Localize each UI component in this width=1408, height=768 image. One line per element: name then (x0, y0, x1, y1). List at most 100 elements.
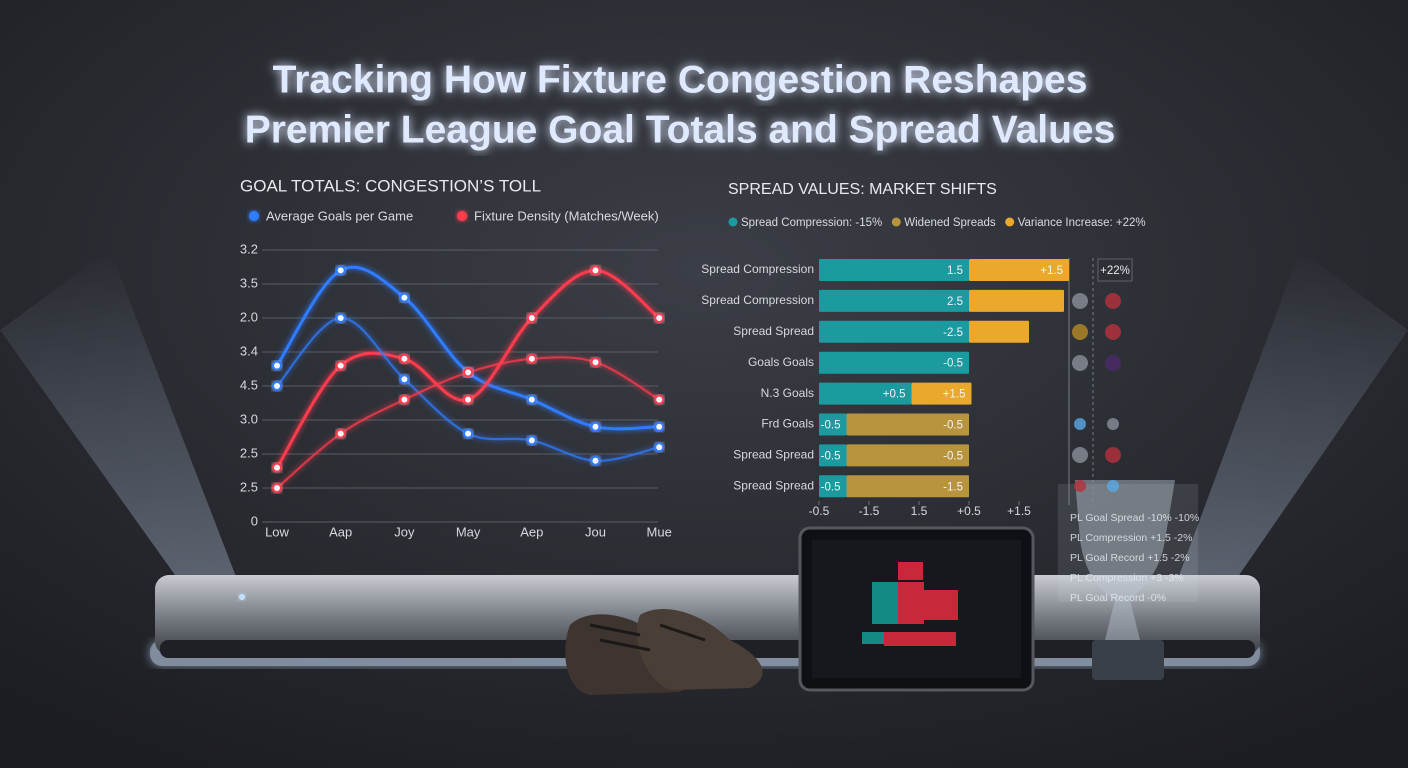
data-point (526, 313, 537, 323)
team-badges (1068, 258, 1121, 505)
x-tick-label: Jou (585, 524, 606, 539)
x-tick-label: Aap (329, 524, 352, 539)
y-tick-label: 0 (251, 513, 258, 528)
legend-marker (728, 217, 738, 227)
y-tick-label: Goals Goals (748, 355, 814, 369)
bar-label: +1.5 (943, 389, 966, 401)
trophy-row: PL Goal Record +1.5 -2% (1070, 552, 1190, 564)
chart-title: SPREAD VALUES: MARKET SHIFTS (728, 181, 997, 198)
bar-segment (819, 475, 847, 498)
x-tick-label: May (456, 524, 481, 539)
bar-segment (819, 351, 969, 374)
legend-label: Variance Increase: +22% (1018, 217, 1146, 229)
data-point (654, 442, 665, 453)
bar-label: -2.5 (943, 327, 963, 339)
y-tick-label: 3.5 (240, 275, 258, 290)
y-tick-label: 4.5 (240, 377, 258, 392)
data-point (335, 428, 346, 439)
legend-label: Fixture Density (Matches/Week) (474, 208, 659, 223)
trophy-row: PL Goal Record -0% (1070, 592, 1166, 604)
data-point (654, 394, 665, 405)
bar-segment (819, 413, 847, 436)
bar-segment (819, 382, 912, 405)
y-tick-label: Spread Spread (733, 448, 814, 462)
x-tick-label: -0.5 (809, 504, 830, 518)
bar-label: 2.5 (947, 296, 963, 308)
y-tick-label: 3.0 (240, 411, 258, 426)
bar-segment (969, 289, 1064, 312)
x-tick-label: Low (265, 524, 289, 539)
data-point (590, 357, 601, 368)
bar-label: -0.5 (821, 450, 841, 462)
data-point (399, 353, 410, 364)
legend-label: Spread Compression: -15% (741, 217, 882, 229)
legend-label: Average Goals per Game (266, 208, 413, 223)
data-point (272, 462, 282, 473)
spotlight (1170, 250, 1408, 610)
data-point (526, 353, 537, 364)
y-tick-label: Spread Compression (701, 262, 814, 276)
y-tick-label: Spread Spread (733, 478, 814, 492)
bar-label: -0.5 (943, 358, 963, 370)
bar-segment (819, 320, 969, 343)
data-point (335, 313, 346, 323)
stage-light (239, 594, 245, 600)
bar-label: -0.5 (943, 450, 963, 462)
x-tick-label: Joy (394, 524, 415, 539)
trophy-panel: PL Goal Spread -10% -10% PL Compression +… (1070, 512, 1199, 604)
annotation: +22% (1100, 265, 1130, 277)
bar-segment (819, 289, 969, 312)
legend-label: Widened Spreads (904, 217, 996, 229)
trophy (1057, 480, 1199, 680)
legend-marker (1005, 217, 1015, 227)
page-title: Premier League Goal Totals and Spread Va… (245, 108, 1116, 151)
data-point (463, 428, 474, 439)
legend-marker (891, 217, 901, 227)
y-tick-label: 2.0 (240, 309, 258, 324)
x-tick-label: -1.5 (859, 504, 880, 518)
y-tick-label: 2.5 (240, 445, 258, 460)
line-chart: GOAL TOTALS: CONGESTION’S TOLL Average Go… (240, 176, 672, 539)
bar-label: -0.5 (943, 420, 963, 432)
data-point (399, 394, 410, 405)
bar-segment (911, 382, 972, 405)
bar-label: -0.5 (821, 420, 841, 432)
data-point (654, 421, 665, 432)
y-tick-label: 3.4 (240, 343, 258, 358)
bar-segment (846, 413, 969, 436)
data-point (590, 455, 601, 466)
x-tick-label: 1.5 (911, 504, 928, 518)
chart-title: GOAL TOTALS: CONGESTION’S TOLL (240, 176, 541, 195)
bar-segment (969, 320, 1029, 343)
annotation-box (1097, 258, 1133, 282)
bar-label: +0.5 (883, 389, 906, 401)
y-tick-label: Spread Compression (701, 293, 814, 307)
bar-segment (819, 259, 969, 281)
bar-chart: SPREAD VALUES: MARKET SHIFTS Spread Compr… (701, 181, 1145, 518)
data-point (463, 394, 474, 405)
bar-segment (846, 444, 969, 467)
y-tick-label: 2.5 (240, 479, 258, 494)
data-point (463, 367, 474, 378)
bar-label: 1.5 (947, 265, 963, 277)
page-title: Tracking How Fixture Congestion Reshapes (273, 58, 1088, 101)
data-point (335, 360, 346, 371)
data-point (272, 483, 282, 493)
x-tick-label: Aep (520, 524, 543, 539)
spotlight (0, 250, 245, 610)
y-tick-label: Spread Spread (733, 324, 814, 338)
data-point (272, 360, 282, 371)
data-point (399, 374, 410, 385)
x-tick-label: +0.5 (957, 504, 981, 518)
data-point (590, 265, 601, 276)
legend-marker (457, 211, 467, 221)
bar-segment (819, 444, 847, 467)
trophy-row: PL Goal Spread -10% -10% (1070, 512, 1199, 524)
bar-label: -0.5 (821, 481, 841, 493)
bar-segment (969, 259, 1069, 281)
y-tick-label: N.3 Goals (761, 386, 814, 400)
data-point (526, 394, 537, 405)
trophy-row: PL Compression +1.5 -2% (1070, 532, 1192, 544)
